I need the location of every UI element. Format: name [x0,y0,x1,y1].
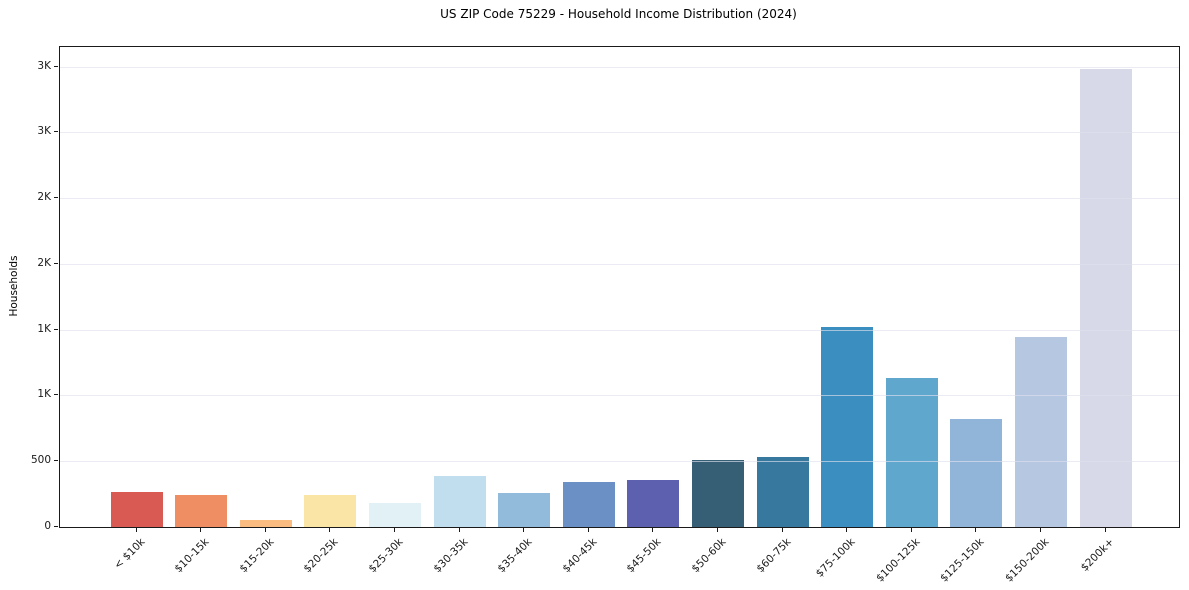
x-tick-mark [846,527,848,532]
x-tick-mark [523,527,525,532]
y-tick-label: 0 [44,520,51,532]
bar-$100-125k [885,378,938,527]
bar-$50-60k [691,459,744,527]
bar-$45-50k [627,479,680,527]
chart-title: US ZIP Code 75229 - Household Income Dis… [440,7,797,21]
bar-$35-40k [498,492,551,527]
x-tick-mark [135,527,137,532]
gridline [60,66,1179,68]
x-tick-mark [458,527,460,532]
bar-$20-25k [304,494,357,527]
x-tick-label: < $10k [111,536,147,572]
y-tick-label: 3K [37,125,51,138]
y-tick-label: 2K [37,191,51,204]
bar-$30-35k [433,476,486,527]
x-tick-mark [975,527,977,532]
gridline [60,132,1179,134]
gridline [60,461,1179,463]
bar-$25-30k [368,503,421,527]
bar-$15-20k [239,519,292,527]
x-tick-mark [393,527,395,532]
y-tick-label: 500 [30,454,51,467]
y-tick-mark [54,262,58,264]
x-tick-mark [781,527,783,532]
y-tick-label: 2K [37,256,51,269]
bar-$150-200k [1014,336,1067,527]
x-tick-mark [264,527,266,532]
y-tick-mark [54,65,58,67]
bar-$10-15k [175,494,228,527]
gridline [60,263,1179,265]
bar-$125-150k [950,419,1003,527]
y-tick-mark [54,394,58,396]
y-tick-label: 1K [37,388,51,401]
plot-area [59,46,1180,528]
y-tick-mark [54,197,58,199]
x-tick-mark [910,527,912,532]
x-tick-mark [1039,527,1041,532]
gridline [60,329,1179,331]
gridline [60,198,1179,200]
bar-$75-100k [821,327,874,527]
x-tick-mark [329,527,331,532]
y-tick-mark [54,526,58,527]
x-tick-mark [716,527,718,532]
y-tick-label: 3K [37,59,51,72]
y-tick-mark [54,328,58,330]
bar-< $10k [110,491,163,527]
bar-$60-75k [756,456,809,527]
y-tick-mark [54,131,58,133]
bar-$200k+ [1079,69,1132,527]
x-tick-mark [200,527,202,532]
x-tick-mark [587,527,589,532]
bar-$40-45k [562,481,615,527]
x-tick-mark [1104,527,1106,532]
x-tick-mark [652,527,654,532]
y-tick-mark [54,460,58,462]
gridline [60,395,1179,397]
y-tick-label: 1K [37,322,51,335]
